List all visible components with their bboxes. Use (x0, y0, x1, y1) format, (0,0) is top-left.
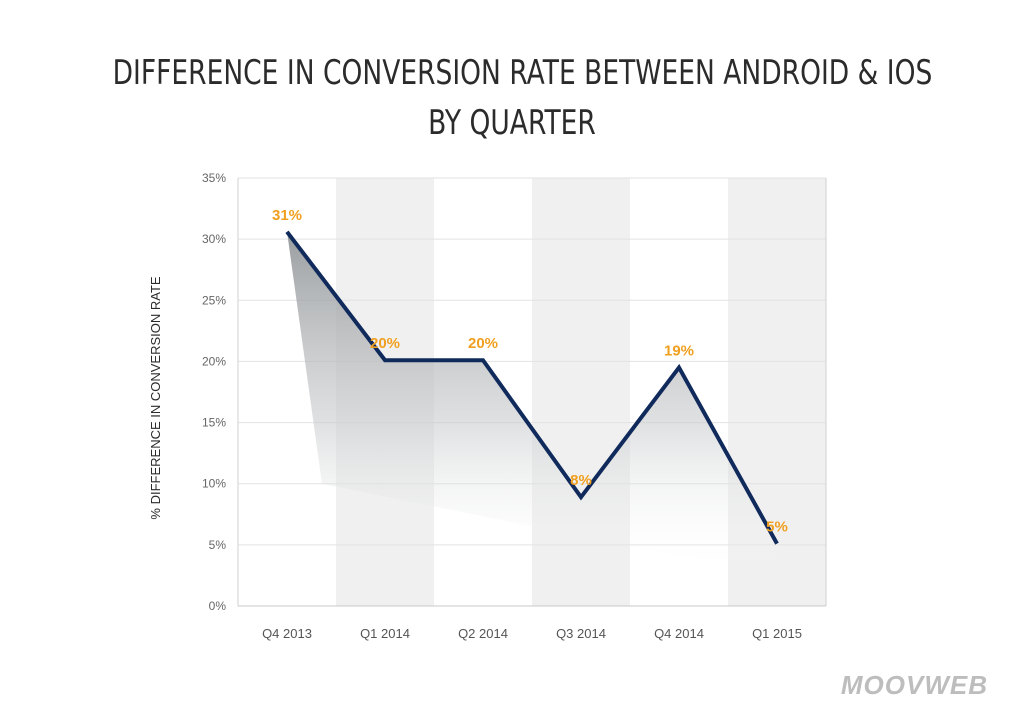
x-tick-label: Q4 2014 (654, 626, 704, 641)
x-tick-label: Q1 2015 (752, 626, 802, 641)
y-tick-label: 15% (202, 416, 226, 430)
x-tick-labels: Q4 2013 Q1 2014 Q2 2014 Q3 2014 Q4 2014 Q1 20… (262, 626, 802, 641)
series-line (285, 230, 779, 545)
y-tick-labels: 0% 5% 10% 15% 20% 25% 30% 35% (202, 171, 226, 613)
x-tick-label: Q4 2013 (262, 626, 312, 641)
y-tick-label: 0% (209, 599, 227, 613)
x-tick-label: Q1 2014 (360, 626, 410, 641)
chart-title-line-2: BY QUARTER (428, 103, 596, 143)
y-tick-label: 30% (202, 232, 226, 246)
y-tick-label: 35% (202, 171, 226, 185)
y-tick-label: 20% (202, 354, 226, 368)
data-label: 5% (766, 519, 788, 536)
y-tick-label: 25% (202, 293, 226, 307)
area-shading (287, 231, 777, 576)
data-label: 19% (664, 343, 694, 360)
brand-logo: MOOVWEB (840, 670, 988, 700)
data-label: 20% (370, 335, 400, 352)
data-labels: 31% 20% 20% 8% 19% 5% (272, 207, 788, 536)
chart-title: DIFFERENCE IN CONVERSION RATE BETWEEN AN… (112, 48, 933, 148)
y-axis-label: % DIFFERENCE IN CONVERSION RATE (148, 276, 163, 520)
y-tick-label: 10% (202, 477, 226, 491)
x-tick-label: Q2 2014 (458, 626, 508, 641)
data-label: 31% (272, 207, 302, 224)
data-label: 20% (468, 335, 498, 352)
chart-title-line-1: DIFFERENCE IN CONVERSION RATE BETWEEN AN… (112, 53, 933, 93)
y-tick-label: 5% (209, 538, 227, 552)
axes (237, 178, 827, 607)
x-tick-label: Q3 2014 (556, 626, 606, 641)
data-label: 8% (570, 472, 592, 489)
